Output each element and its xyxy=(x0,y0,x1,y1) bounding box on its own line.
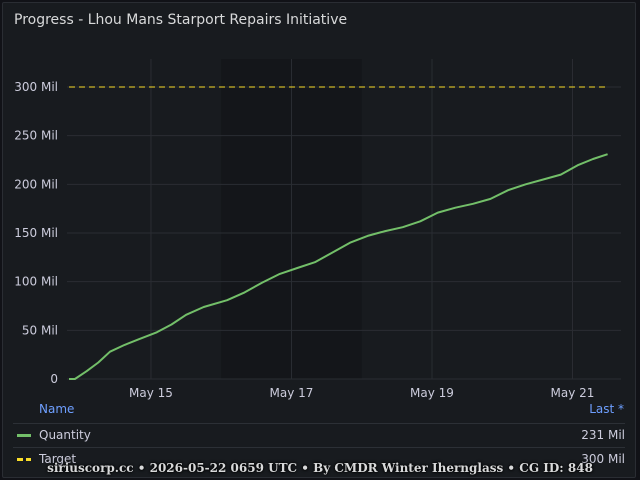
footer-watermark: siriuscorp.cc • 2026-05-22 0659 UTC • By… xyxy=(47,461,593,475)
x-tick-label: May 15 xyxy=(129,386,173,400)
x-tick-label: May 19 xyxy=(410,386,454,400)
legend-row-target[interactable]: Target 300 Mil xyxy=(13,447,625,469)
y-tick-label: 50 Mil xyxy=(22,323,58,337)
y-tick-label: 200 Mil xyxy=(14,177,58,191)
target-swatch xyxy=(17,458,31,461)
legend-header: Name Last * xyxy=(3,402,637,420)
quantity-swatch xyxy=(17,434,31,437)
series-quantity-line xyxy=(69,153,608,380)
x-tick-label: May 17 xyxy=(270,386,314,400)
x-axis: May 15 May 17 May 19 May 21 xyxy=(129,386,594,400)
legend-value: 300 Mil xyxy=(581,452,625,466)
y-tick-label: 150 Mil xyxy=(14,226,58,240)
panel-title: Progress - Lhou Mans Starport Repairs In… xyxy=(14,12,348,28)
y-axis: 0 50 Mil 100 Mil 150 Mil 200 Mil 250 Mil 300 M… xyxy=(14,80,58,386)
legend-label: Target xyxy=(39,452,77,466)
y-tick-label: 300 Mil xyxy=(14,80,58,94)
line-chart: 0 50 Mil 100 Mil 150 Mil 200 Mil 250 Mil 300 M… xyxy=(14,59,621,400)
legend-name-header[interactable]: Name xyxy=(39,402,75,416)
y-tick-label: 0 xyxy=(50,372,58,386)
x-tick-label: May 21 xyxy=(551,386,595,400)
y-tick-label: 100 Mil xyxy=(14,275,58,289)
series-layer xyxy=(69,86,608,380)
legend-last-header[interactable]: Last * xyxy=(589,402,624,416)
legend-value: 231 Mil xyxy=(581,428,625,442)
legend-row-quantity[interactable]: Quantity 231 Mil xyxy=(13,423,625,445)
legend-label: Quantity xyxy=(39,428,91,442)
y-tick-label: 250 Mil xyxy=(14,129,58,143)
